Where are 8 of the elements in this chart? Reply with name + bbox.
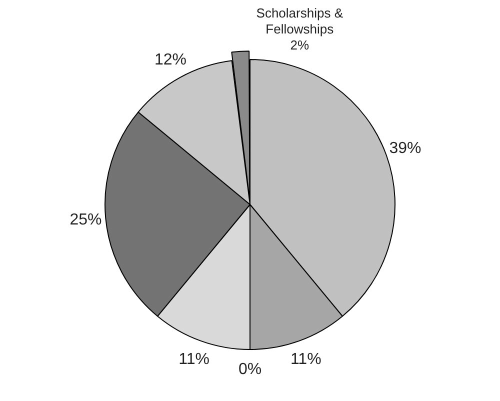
data-label: 2% (290, 38, 310, 53)
data-label: 11% (178, 351, 210, 368)
slice-label: Scholarships & Fellowships (256, 6, 344, 37)
data-label: 25% (70, 211, 102, 228)
text: 0% (238, 360, 262, 378)
data-label: 12% (154, 51, 187, 68)
data-label: 11% (290, 351, 322, 368)
data-label: 39% (389, 140, 422, 158)
